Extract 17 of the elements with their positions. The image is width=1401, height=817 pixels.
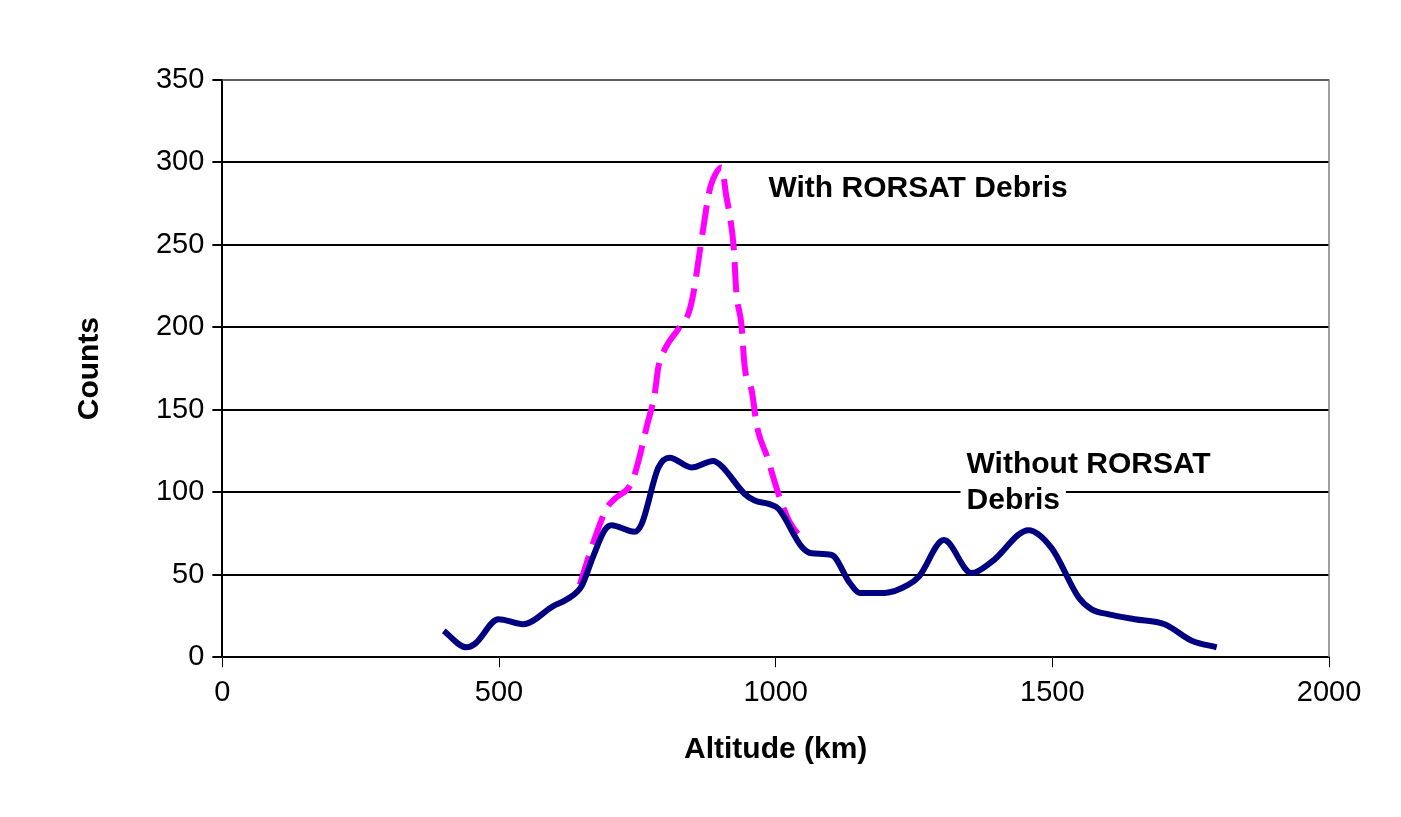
x-tick-label: 0 [214, 674, 231, 707]
y-tick-label: 50 [172, 556, 205, 589]
x-tick-label: 1500 [1020, 674, 1085, 707]
series-label: With RORSAT Debris [768, 169, 1068, 203]
x-axis-title: Altitude (km) [684, 731, 868, 765]
series-label: Without RORSAT Debris [966, 446, 1211, 516]
x-tick-label: 2000 [1296, 674, 1362, 707]
x-tick-label: 500 [474, 674, 524, 707]
y-tick-label: 250 [155, 226, 205, 259]
y-axis-title: Counts [71, 316, 105, 421]
y-tick-label: 300 [155, 144, 205, 177]
y-tick-label: 100 [155, 474, 205, 507]
y-tick-label: 150 [155, 391, 205, 424]
y-tick-label: 350 [155, 62, 205, 94]
y-tick-label: 200 [155, 309, 205, 342]
x-tick-label: 1000 [743, 674, 808, 707]
y-tick-label: 0 [188, 639, 205, 672]
